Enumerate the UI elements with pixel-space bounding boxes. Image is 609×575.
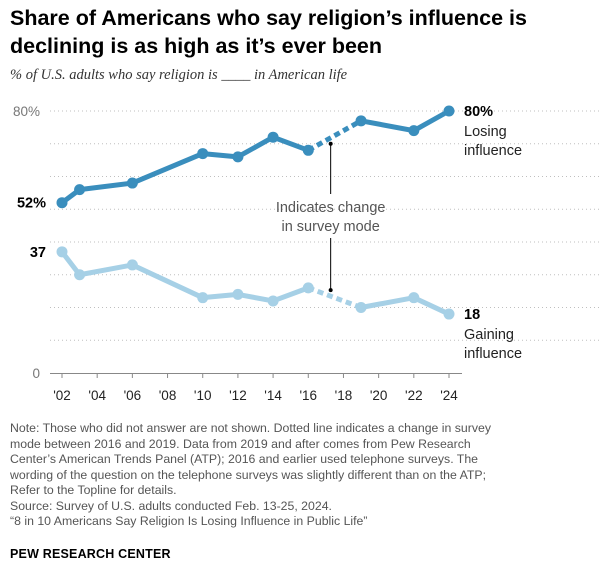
data-point [56, 197, 68, 209]
series-start-label: 37 [30, 245, 46, 261]
source-line: Source: Survey of U.S. adults conducted … [10, 498, 332, 513]
brand-logo-text: PEW RESEARCH CENTER [10, 547, 171, 561]
x-tick-label: '14 [264, 388, 282, 403]
data-point [443, 105, 455, 117]
series-end-label: 80% [464, 104, 493, 120]
data-point [126, 259, 138, 271]
data-point [267, 295, 279, 307]
y-tick-label: 0 [32, 366, 40, 381]
data-point [56, 246, 68, 258]
chart-subtitle: % of U.S. adults who say religion is ___… [10, 67, 348, 83]
data-point [267, 131, 279, 143]
data-point [197, 292, 209, 304]
series-start-label: 52% [17, 196, 46, 212]
data-point [355, 302, 367, 313]
note-line: Note: Those who did not answer are not s… [10, 421, 492, 435]
series-name-label: influence [464, 346, 522, 362]
data-point [232, 151, 244, 163]
x-tick-label: '22 [405, 388, 423, 403]
x-tick-label: '18 [335, 388, 353, 403]
annotation-dot [328, 141, 333, 146]
note-line: mode between 2016 and 2019. Data from 20… [10, 436, 471, 451]
report-title-line: “8 in 10 Americans Say Religion Is Losin… [10, 514, 368, 528]
series-line-telephone [59, 134, 311, 206]
annotation-text: Indicates change [276, 200, 386, 216]
note-line: wording of the question on the telephone… [10, 467, 487, 482]
data-point [408, 125, 420, 137]
note-line: Refer to the Topline for details. [10, 483, 177, 497]
series-line-atp [358, 108, 452, 134]
series-line-atp [358, 295, 452, 317]
data-point [232, 288, 244, 300]
y-tick-label: 80% [13, 104, 40, 119]
series-name-label: Gaining [464, 327, 514, 343]
x-tick-label: '16 [299, 388, 317, 403]
annotation-dot [328, 288, 333, 293]
chart-notes: Note: Those who did not answer are not s… [10, 421, 600, 530]
x-tick-label: '20 [370, 388, 388, 403]
data-point [302, 282, 314, 294]
x-tick-label: '24 [440, 388, 458, 403]
series-end-label: 18 [464, 307, 480, 323]
x-tick-label: '12 [229, 388, 247, 403]
note-line: Center’s American Trends Panel (ATP); 20… [10, 452, 478, 466]
x-tick-label: '08 [159, 388, 177, 403]
series-line-mode-change [307, 118, 363, 153]
data-point [302, 144, 314, 156]
data-point [443, 308, 455, 320]
data-point [355, 115, 367, 127]
x-tick-label: '06 [124, 388, 142, 403]
series-name-label: influence [464, 143, 522, 159]
line-chart: 80% 0 '02 '04 '06 '08 '10 '12 '14 '16 '18 '20 '22 '24… [13, 104, 600, 403]
series-line-telephone [59, 249, 311, 304]
data-point [74, 184, 86, 196]
series-line-mode-change [307, 285, 362, 310]
chart-title: Share of Americans who say religion’s in… [10, 6, 527, 58]
x-tick-label: '04 [88, 388, 106, 403]
data-point [197, 148, 209, 160]
data-point [74, 269, 86, 281]
annotation-text: in survey mode [281, 219, 379, 235]
x-tick-label: '02 [53, 388, 71, 403]
data-point [126, 177, 138, 189]
x-tick-label: '10 [194, 388, 212, 403]
series-name-label: Losing [464, 124, 507, 140]
data-point [408, 292, 420, 304]
